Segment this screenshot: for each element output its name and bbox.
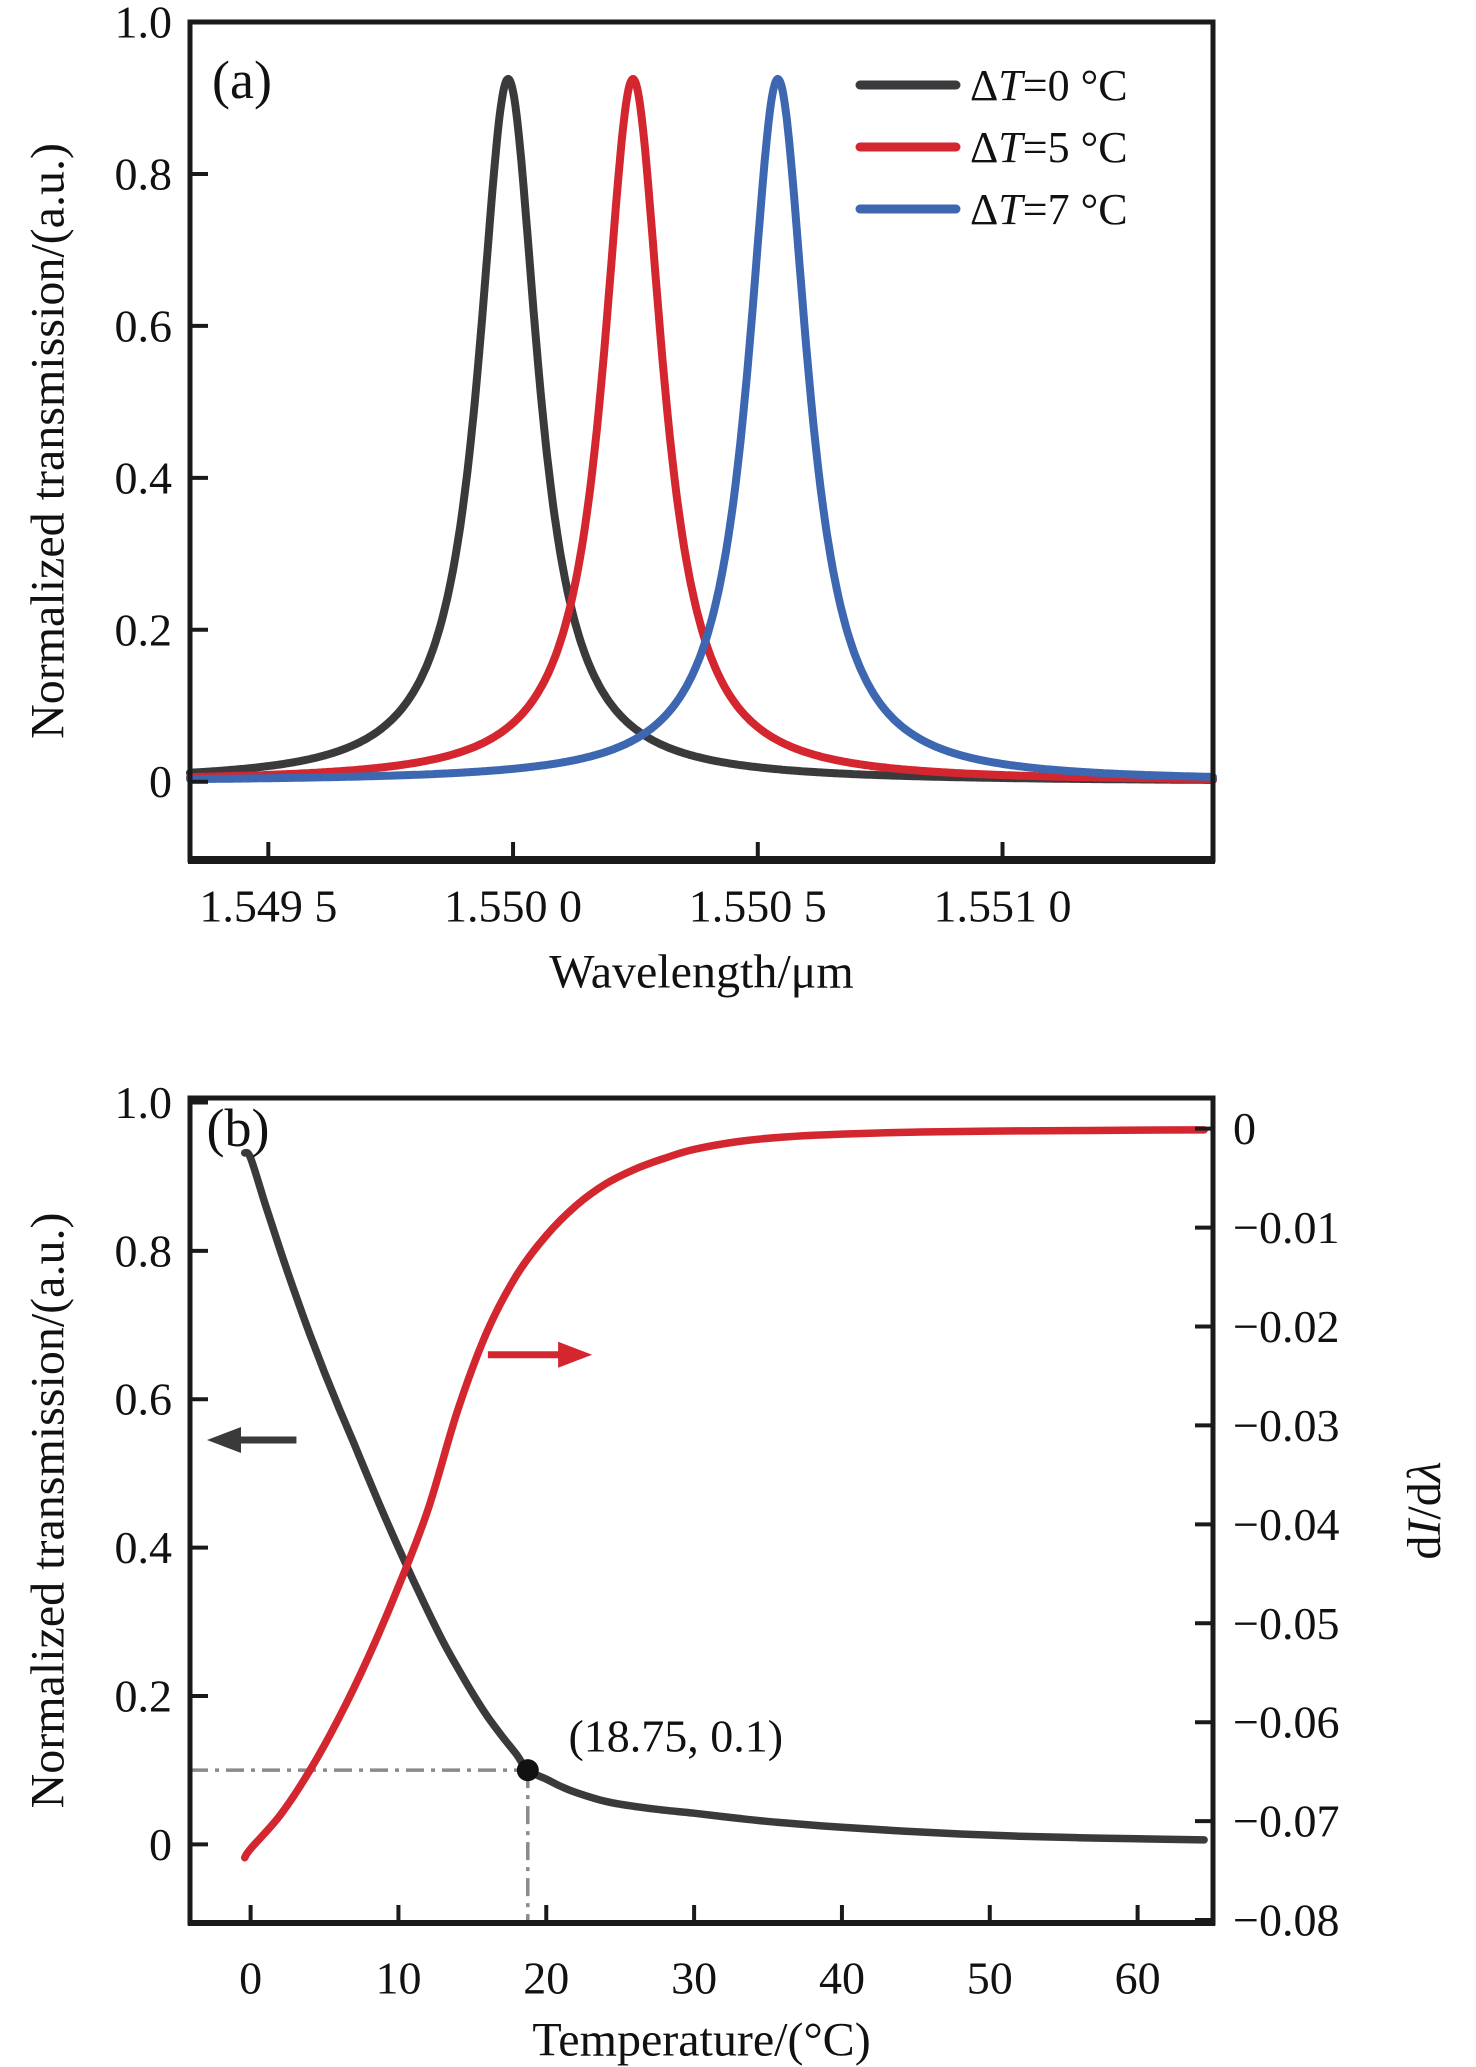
y-tick-label-right: −0.03 [1233, 1400, 1339, 1451]
x-tick-label: 0 [239, 1953, 262, 2004]
panel-b: 0 10 20 30 40 50 60 0 0.2 0.4 0.6 0.8 1.0 0 −0.01 −0.02… [22, 1077, 1451, 2067]
annotation-text: (18.75, 0.1) [568, 1711, 783, 1762]
x-tick-label: 60 [1115, 1953, 1161, 2004]
y-tick-label-left: 1.0 [115, 0, 173, 48]
panel-label-b: (b) [207, 1098, 270, 1158]
legend-label-0: ΔT=0 °C [970, 61, 1128, 110]
y-tick-label-left: 0 [149, 1819, 172, 1870]
panel-label-a: (a) [212, 50, 272, 110]
x-tick-label: 1.550 0 [444, 881, 582, 932]
x-tick-label: 1.550 5 [689, 881, 827, 932]
y-axis-title-right: dI/dλ [1398, 1461, 1451, 1559]
series-curve-b-1 [240, 1126, 1208, 1862]
y-axis-title-left: Normalized transmission/(a.u.) [22, 143, 75, 739]
y-tick-label-right: −0.02 [1233, 1301, 1339, 1352]
series-curve-a-2 [186, 75, 1217, 784]
y-tick-label-right: −0.06 [1233, 1697, 1339, 1748]
x-tick-label: 10 [375, 1953, 421, 2004]
pointer-arrow-0-head [207, 1427, 242, 1454]
y-tick-label-right: 0 [1233, 1103, 1256, 1154]
annotation-dot [516, 1759, 539, 1782]
y-tick-label-left: 0.2 [115, 604, 173, 655]
x-tick-label: 1.551 0 [934, 881, 1072, 932]
legend-label-1: ΔT=5 °C [970, 123, 1128, 172]
series-curve-a-1 [186, 74, 1217, 783]
y-tick-label-left: 0.6 [115, 300, 173, 351]
axes-box [187, 1095, 1216, 1926]
y-tick-label-left: 0.8 [115, 148, 173, 199]
x-tick-label: 20 [523, 1953, 569, 2004]
y-tick-label-right: −0.04 [1233, 1499, 1339, 1550]
y-tick-label-left: 0.6 [115, 1374, 173, 1425]
x-tick-label: 40 [819, 1953, 865, 2004]
y-tick-label-left: 0.8 [115, 1225, 173, 1276]
x-tick-label: 30 [671, 1953, 717, 2004]
x-axis-title: Temperature/(°C) [532, 2014, 870, 2067]
y-tick-label-right: −0.05 [1233, 1598, 1339, 1649]
series-curve-b-0 [240, 1148, 1208, 1844]
legend-label-2: ΔT=7 °C [970, 185, 1128, 234]
x-axis-title: Wavelength/μm [549, 946, 853, 999]
panel-a: 1.549 5 1.550 0 1.550 5 1.551 0 0 0.2 0.4 0.6 0.… [22, 0, 1217, 999]
x-tick-label: 50 [967, 1953, 1013, 2004]
y-tick-label-left: 0.2 [115, 1670, 173, 1721]
y-tick-label-right: −0.07 [1233, 1796, 1339, 1847]
y-tick-label-left: 0.4 [115, 452, 173, 503]
y-tick-label-left: 0.4 [115, 1522, 173, 1573]
y-tick-label-right: −0.08 [1233, 1895, 1339, 1946]
y-axis-title-left: Normalized transmission/(a.u.) [22, 1213, 75, 1809]
y-tick-label-left: 1.0 [115, 1077, 173, 1128]
y-tick-label-right: −0.01 [1233, 1202, 1339, 1253]
y-tick-label-left: 0 [149, 756, 172, 807]
x-tick-label: 1.549 5 [199, 881, 337, 932]
pointer-arrow-1-head [558, 1341, 593, 1368]
